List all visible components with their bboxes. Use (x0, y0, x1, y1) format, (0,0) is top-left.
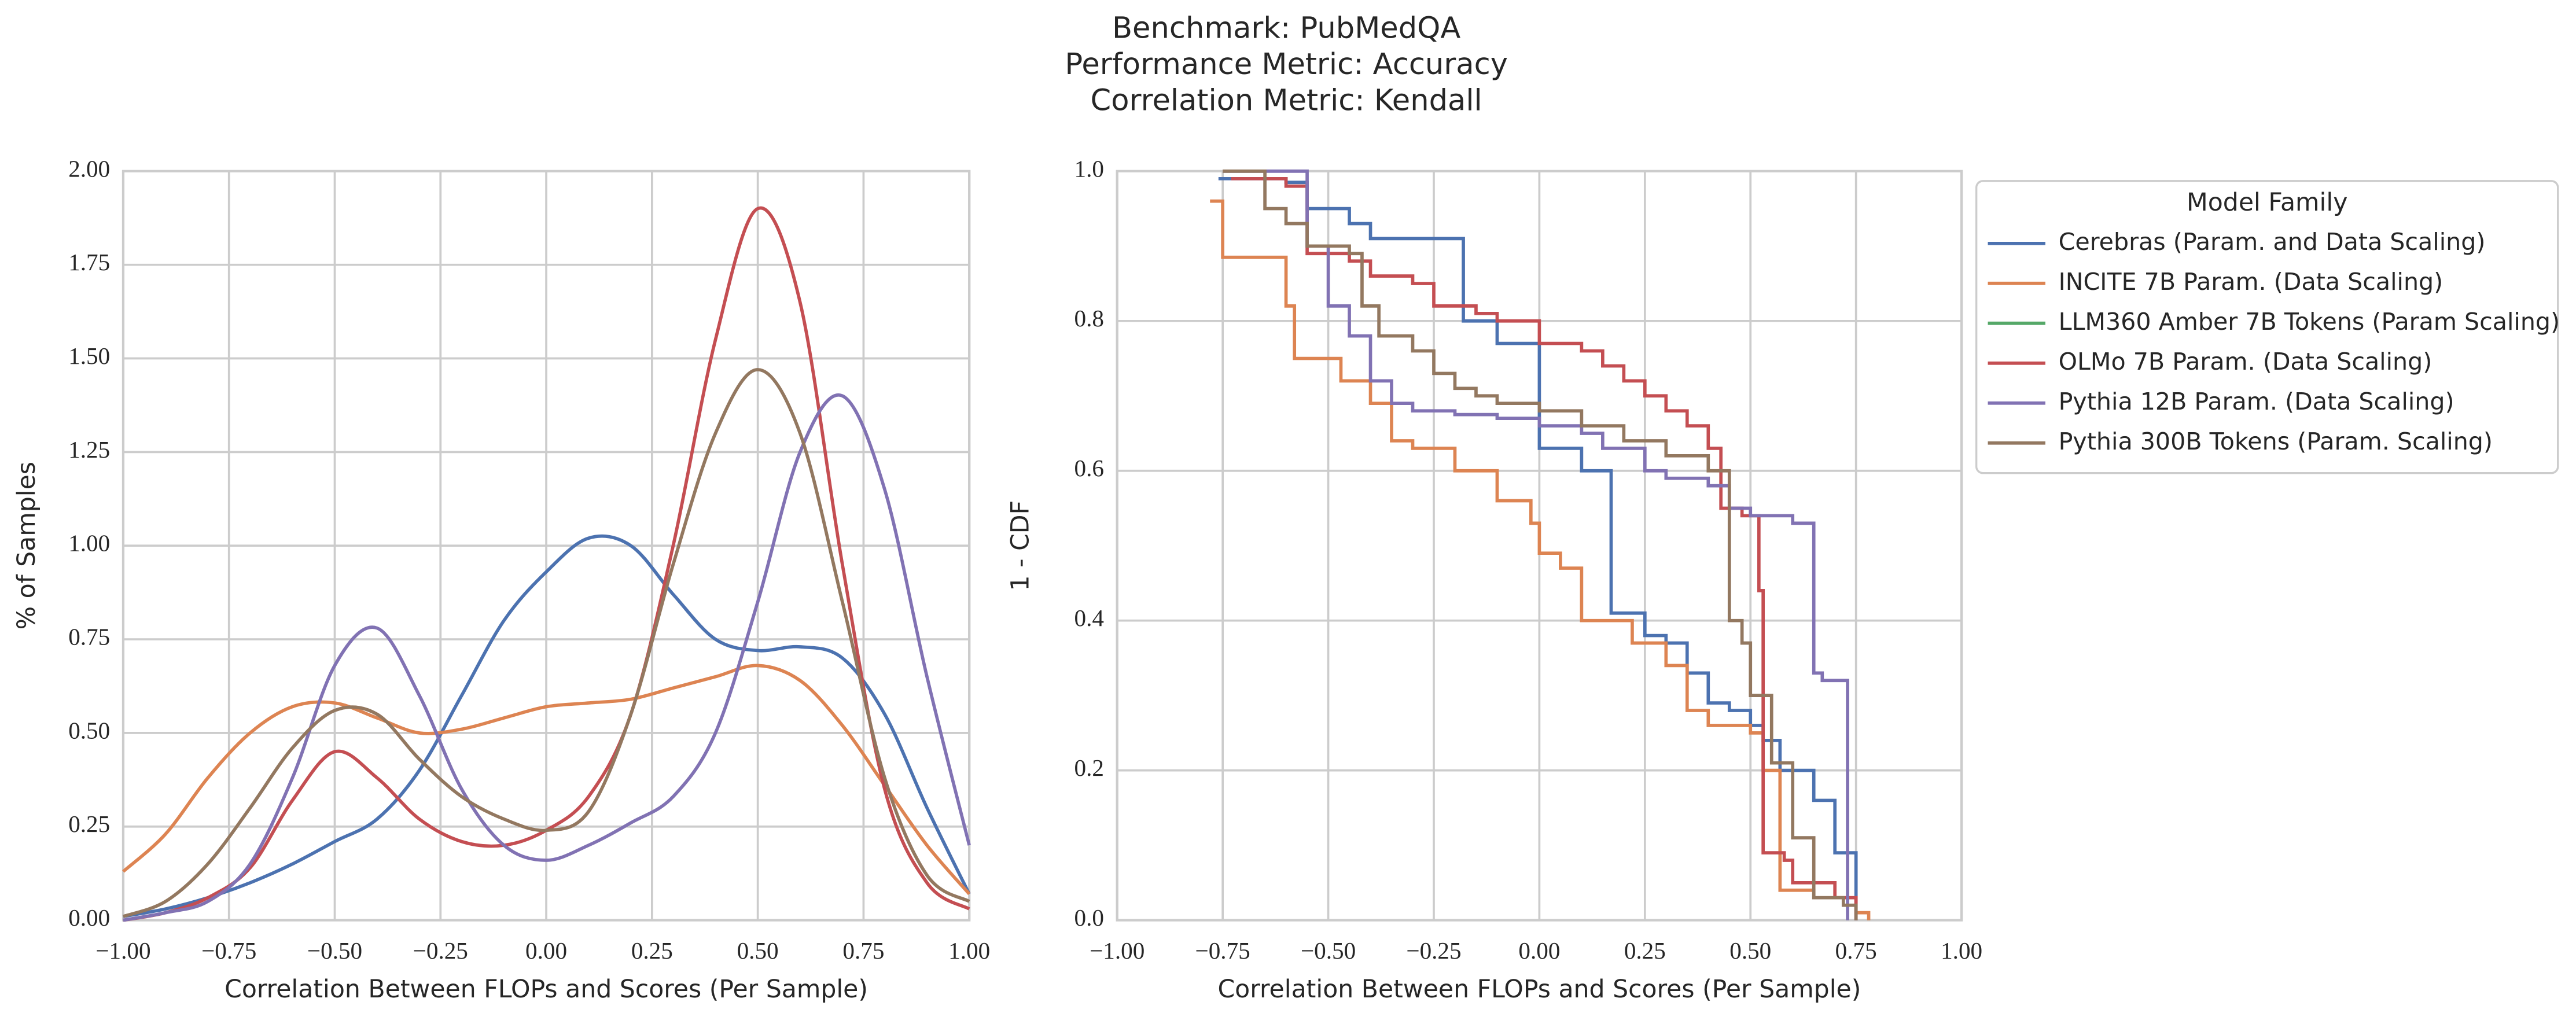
kde-line (123, 534, 971, 918)
x-tick-label: 0.00 (525, 937, 567, 964)
legend-label: LLM360 Amber 7B Tokens (Param Scaling) (2059, 308, 2560, 336)
legend-label: INCITE 7B Param. (Data Scaling) (2059, 268, 2443, 296)
plot-frame (122, 170, 971, 922)
x-axis-label: Correlation Between FLOPs and Scores (Pe… (1217, 975, 1861, 1004)
x-tick-label: 0.25 (1624, 937, 1666, 964)
y-tick-label: 0.0 (1074, 904, 1104, 931)
y-tick-label: 1.00 (68, 530, 110, 557)
x-tick-label: −0.75 (201, 937, 256, 964)
kde-line (122, 664, 971, 896)
x-tick-label: 0.00 (1518, 937, 1560, 964)
x-tick-label: −1.00 (1090, 937, 1145, 964)
y-axis-label: % of Samples (12, 462, 41, 629)
ecdf-step (1223, 170, 1858, 920)
kde-line (123, 393, 971, 922)
ecdf-step (1223, 170, 1849, 920)
y-axis-label: 1 - CDF (1006, 500, 1035, 591)
x-tick-label: 0.25 (631, 937, 673, 964)
y-tick-label: 1.50 (68, 342, 110, 369)
x-tick-label: −0.75 (1195, 937, 1250, 964)
ecdf-step (1210, 199, 1871, 920)
y-tick-label: 0.25 (68, 811, 110, 837)
x-tick-label: −0.25 (1406, 937, 1461, 964)
legend-label: Pythia 12B Param. (Data Scaling) (2059, 388, 2454, 415)
y-tick-label: 0.4 (1074, 605, 1104, 631)
x-axis-label: Correlation Between FLOPs and Scores (Pe… (225, 975, 868, 1004)
x-tick-label: −0.25 (413, 937, 468, 964)
title-line: Benchmark: PubMedQA (1112, 12, 1460, 46)
y-tick-label: 1.75 (68, 249, 110, 275)
x-tick-label: 1.00 (948, 937, 990, 964)
x-tick-label: 0.50 (1729, 937, 1771, 964)
plot-frame (1116, 170, 1963, 922)
y-tick-label: 0.75 (68, 623, 110, 650)
legend-label: OLMo 7B Param. (Data Scaling) (2059, 348, 2433, 375)
title-line: Correlation Metric: Kendall (1091, 84, 1482, 118)
x-tick-label: −0.50 (307, 937, 362, 964)
title-line: Performance Metric: Accuracy (1065, 47, 1508, 82)
x-tick-label: 0.75 (1835, 937, 1877, 964)
y-tick-label: 0.00 (68, 904, 110, 931)
x-tick-label: 0.50 (737, 937, 779, 964)
legend-label: Pythia 300B Tokens (Param. Scaling) (2059, 428, 2493, 455)
x-tick-label: 0.75 (842, 937, 884, 964)
x-tick-label: −0.50 (1301, 937, 1356, 964)
y-tick-label: 0.8 (1074, 305, 1104, 331)
x-tick-label: 1.00 (1941, 937, 1982, 964)
y-tick-label: 1.0 (1074, 155, 1104, 182)
x-tick-label: −1.00 (95, 937, 150, 964)
y-tick-label: 0.2 (1074, 754, 1104, 781)
ecdf-step (1231, 176, 1858, 920)
y-tick-label: 0.6 (1074, 455, 1104, 481)
y-tick-label: 1.25 (68, 436, 110, 463)
kde-line (122, 368, 970, 918)
legend-label: Cerebras (Param. and Data Scaling) (2059, 228, 2486, 256)
legend-title: Model Family (2187, 188, 2347, 217)
y-tick-label: 2.00 (68, 155, 110, 182)
y-tick-label: 0.50 (68, 717, 110, 743)
legend-box (1975, 180, 2559, 474)
ecdf-step (1218, 176, 1858, 920)
